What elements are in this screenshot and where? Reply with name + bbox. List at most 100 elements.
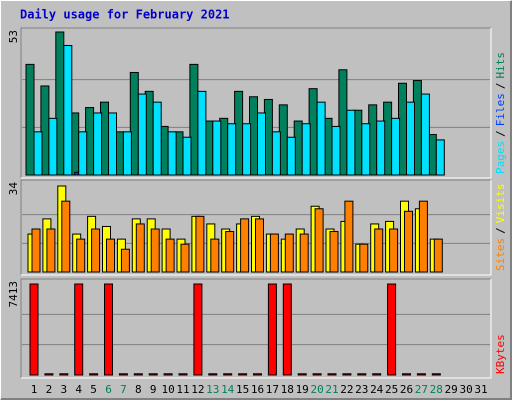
bar	[389, 228, 399, 273]
bar	[406, 101, 415, 176]
bar	[376, 120, 386, 176]
bar	[31, 228, 41, 273]
bar	[282, 283, 292, 376]
x-tick-label: 27	[415, 383, 428, 396]
bar	[267, 283, 277, 376]
panel	[21, 279, 491, 378]
x-tick-label: 9	[150, 383, 157, 396]
x-tick-label: 16	[251, 383, 264, 396]
bar	[416, 373, 426, 376]
x-tick-label: 26	[400, 383, 413, 396]
x-tick-label: 10	[161, 383, 174, 396]
bar	[93, 112, 103, 176]
bar	[133, 373, 143, 376]
x-tick-label: 12	[191, 383, 204, 396]
bar	[359, 243, 369, 273]
x-tick-label: 3	[60, 383, 67, 396]
bar	[108, 112, 117, 176]
bar	[269, 233, 279, 273]
bar	[361, 123, 371, 176]
bar	[197, 90, 207, 176]
bar	[25, 63, 35, 176]
bar	[404, 210, 413, 273]
bar	[195, 215, 205, 273]
x-tick-label: 28	[430, 383, 443, 396]
bar	[342, 373, 352, 376]
x-tick-label: 29	[445, 383, 458, 396]
bar	[74, 283, 84, 376]
bar	[152, 101, 162, 176]
y-tick-label: 53	[7, 30, 20, 43]
legend-entry: Visits	[494, 184, 507, 224]
bar	[329, 231, 339, 273]
x-tick-label: 24	[370, 383, 384, 396]
bar	[238, 373, 248, 376]
chart-title: Daily usage for February 2021	[20, 8, 230, 22]
panel-bevel	[20, 27, 491, 178]
panel-bevel	[21, 28, 492, 179]
bar	[301, 123, 311, 176]
x-tick-label: 15	[236, 383, 249, 396]
bar	[357, 373, 367, 376]
bar	[372, 373, 382, 376]
x-tick-label: 21	[325, 383, 338, 396]
bar	[227, 123, 237, 176]
x-tick-label: 13	[206, 383, 219, 396]
bar	[225, 231, 235, 273]
legend-entry: Pages	[494, 141, 507, 174]
bar	[344, 200, 354, 273]
bar	[163, 373, 173, 376]
bar	[223, 373, 233, 376]
x-tick-label: 7	[120, 383, 127, 396]
bar	[118, 373, 128, 376]
panel-bevel	[21, 279, 492, 379]
bar	[420, 93, 430, 176]
legend: Sites / Visits	[494, 184, 507, 272]
x-tick-label: 18	[281, 383, 294, 396]
bar	[208, 373, 218, 376]
x-tick-label: 6	[105, 383, 112, 396]
bar	[89, 373, 99, 376]
bar	[182, 136, 192, 176]
x-tick-label: 2	[46, 383, 53, 396]
bar	[61, 200, 71, 273]
x-tick-label: 23	[355, 383, 368, 396]
bar	[402, 373, 411, 376]
bar	[271, 131, 281, 176]
panel-bevel	[20, 179, 491, 275]
legend-separator: /	[494, 83, 507, 90]
bar	[331, 125, 341, 176]
bar	[76, 238, 86, 273]
x-tick-label: 8	[135, 383, 142, 396]
bar	[48, 117, 58, 176]
x-tick-label: 20	[310, 383, 323, 396]
bar	[253, 373, 262, 376]
bar	[193, 283, 203, 376]
bar	[44, 373, 54, 376]
bar	[178, 373, 188, 376]
panel-bevel	[21, 180, 492, 276]
bar	[148, 373, 158, 376]
bar	[212, 120, 222, 176]
x-tick-label: 31	[474, 383, 487, 396]
bar	[122, 131, 132, 176]
bar	[63, 44, 73, 176]
legend-separator: /	[494, 227, 507, 234]
bar	[59, 373, 69, 376]
bar	[374, 228, 384, 273]
legend-entry: Hits	[494, 52, 507, 79]
x-tick-label: 17	[266, 383, 279, 396]
bar	[106, 238, 115, 273]
bar	[346, 109, 356, 176]
bar	[135, 223, 145, 273]
bar	[165, 238, 175, 273]
bar	[387, 283, 397, 376]
x-tick-label: 1	[31, 383, 38, 396]
bar	[33, 131, 43, 176]
bar	[286, 136, 296, 176]
bar	[104, 283, 113, 376]
bar	[78, 131, 88, 176]
x-tick-label: 11	[176, 383, 189, 396]
